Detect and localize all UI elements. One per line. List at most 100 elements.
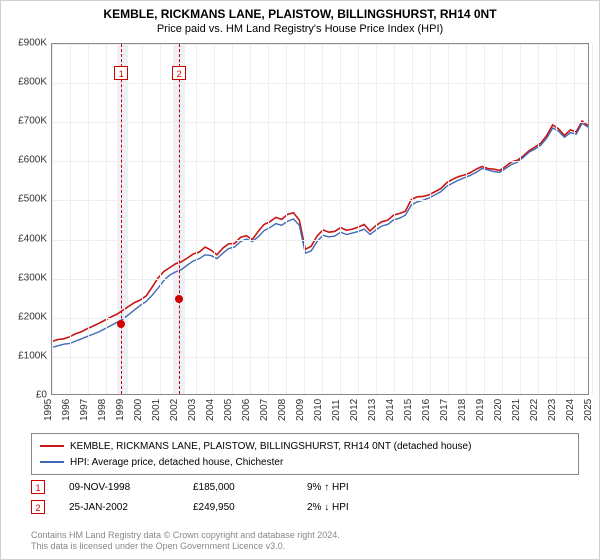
grid-line-v — [304, 44, 305, 394]
grid-line-v — [430, 44, 431, 394]
x-tick-label: 2006 — [241, 399, 252, 421]
chart-subtitle: Price paid vs. HM Land Registry's House … — [1, 21, 599, 39]
legend-swatch — [40, 461, 64, 463]
y-tick-label: £400K — [18, 233, 47, 244]
marker-table-delta: 9% ↑ HPI — [307, 482, 387, 493]
grid-line-v — [448, 44, 449, 394]
x-tick-label: 2007 — [259, 399, 270, 421]
footer-attribution: Contains HM Land Registry data © Crown c… — [31, 530, 340, 553]
grid-line-v — [574, 44, 575, 394]
grid-line-v — [358, 44, 359, 394]
marker-table-num: 1 — [31, 480, 45, 494]
chart-title: KEMBLE, RICKMANS LANE, PLAISTOW, BILLING… — [1, 1, 599, 21]
x-tick-label: 2021 — [511, 399, 522, 421]
marker-table-date: 09-NOV-1998 — [69, 482, 169, 493]
y-tick-label: £200K — [18, 311, 47, 322]
x-tick-label: 2017 — [439, 399, 450, 421]
grid-line-v — [484, 44, 485, 394]
legend-label: HPI: Average price, detached house, Chic… — [70, 457, 283, 468]
x-tick-label: 2013 — [367, 399, 378, 421]
grid-line-h — [52, 83, 588, 84]
line-svg — [52, 44, 588, 394]
grid-line-v — [160, 44, 161, 394]
legend-swatch — [40, 445, 64, 447]
x-tick-label: 2016 — [421, 399, 432, 421]
x-tick-label: 2020 — [493, 399, 504, 421]
x-tick-label: 1997 — [79, 399, 90, 421]
legend-row: HPI: Average price, detached house, Chic… — [40, 454, 570, 470]
x-tick-label: 2014 — [385, 399, 396, 421]
y-tick-label: £900K — [18, 38, 47, 49]
marker-table-row: 109-NOV-1998£185,0009% ↑ HPI — [31, 477, 579, 497]
grid-line-h — [52, 279, 588, 280]
footer-line2: This data is licensed under the Open Gov… — [31, 541, 340, 553]
x-tick-label: 2001 — [151, 399, 162, 421]
grid-line-v — [142, 44, 143, 394]
marker-vline — [179, 44, 180, 394]
grid-line-v — [286, 44, 287, 394]
marker-table: 109-NOV-1998£185,0009% ↑ HPI225-JAN-2002… — [31, 477, 579, 517]
legend-label: KEMBLE, RICKMANS LANE, PLAISTOW, BILLING… — [70, 441, 471, 452]
marker-dot — [117, 320, 125, 328]
grid-line-v — [502, 44, 503, 394]
marker-table-delta: 2% ↓ HPI — [307, 502, 387, 513]
grid-line-v — [268, 44, 269, 394]
marker-vline — [121, 44, 122, 394]
x-tick-label: 2003 — [187, 399, 198, 421]
x-tick-label: 1998 — [97, 399, 108, 421]
grid-line-v — [376, 44, 377, 394]
x-tick-label: 2009 — [295, 399, 306, 421]
grid-line-v — [196, 44, 197, 394]
y-tick-label: £100K — [18, 350, 47, 361]
x-tick-label: 2015 — [403, 399, 414, 421]
marker-number-box: 1 — [114, 66, 128, 80]
grid-line-h — [52, 161, 588, 162]
grid-line-h — [52, 200, 588, 201]
x-tick-label: 2019 — [475, 399, 486, 421]
x-tick-label: 2000 — [133, 399, 144, 421]
y-tick-label: £300K — [18, 272, 47, 283]
x-tick-label: 2024 — [565, 399, 576, 421]
grid-line-v — [214, 44, 215, 394]
chart-container: KEMBLE, RICKMANS LANE, PLAISTOW, BILLING… — [0, 0, 600, 560]
grid-line-v — [520, 44, 521, 394]
series-property — [52, 121, 588, 342]
legend-panel: KEMBLE, RICKMANS LANE, PLAISTOW, BILLING… — [31, 433, 579, 475]
legend-row: KEMBLE, RICKMANS LANE, PLAISTOW, BILLING… — [40, 438, 570, 454]
x-tick-label: 2011 — [331, 399, 342, 421]
grid-line-v — [124, 44, 125, 394]
y-tick-label: £500K — [18, 194, 47, 205]
x-tick-label: 2022 — [529, 399, 540, 421]
x-tick-label: 2002 — [169, 399, 180, 421]
x-tick-label: 2004 — [205, 399, 216, 421]
grid-line-v — [394, 44, 395, 394]
grid-line-v — [52, 44, 53, 394]
grid-line-v — [466, 44, 467, 394]
grid-line-v — [592, 44, 593, 394]
series-hpi — [52, 123, 588, 347]
x-tick-label: 2025 — [583, 399, 594, 421]
grid-line-v — [340, 44, 341, 394]
marker-dot — [175, 295, 183, 303]
marker-table-row: 225-JAN-2002£249,9502% ↓ HPI — [31, 497, 579, 517]
grid-line-v — [250, 44, 251, 394]
marker-table-date: 25-JAN-2002 — [69, 502, 169, 513]
x-tick-label: 1996 — [61, 399, 72, 421]
x-tick-label: 2018 — [457, 399, 468, 421]
grid-line-h — [52, 44, 588, 45]
plot-region: 12 — [51, 43, 589, 395]
x-tick-label: 2012 — [349, 399, 360, 421]
x-tick-label: 2008 — [277, 399, 288, 421]
x-tick-label: 2023 — [547, 399, 558, 421]
grid-line-h — [52, 318, 588, 319]
grid-line-h — [52, 240, 588, 241]
grid-line-v — [106, 44, 107, 394]
y-tick-label: £800K — [18, 77, 47, 88]
footer-line1: Contains HM Land Registry data © Crown c… — [31, 530, 340, 542]
grid-line-v — [322, 44, 323, 394]
grid-line-h — [52, 357, 588, 358]
marker-table-price: £249,950 — [193, 502, 283, 513]
grid-line-v — [412, 44, 413, 394]
x-tick-label: 2005 — [223, 399, 234, 421]
grid-line-h — [52, 122, 588, 123]
